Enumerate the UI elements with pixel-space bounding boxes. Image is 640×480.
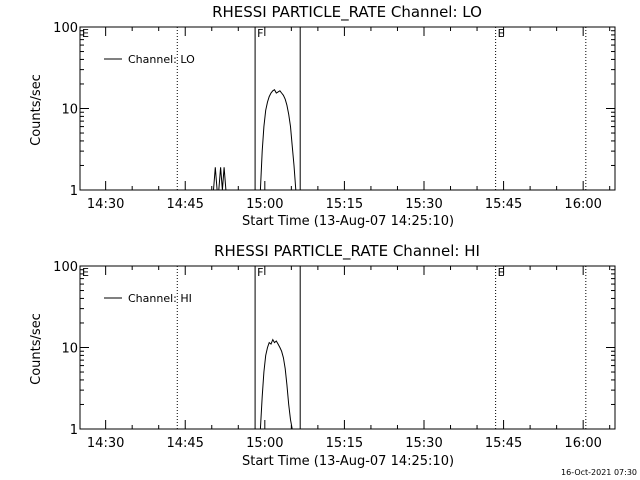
- x-axis-label: Start Time (13-Aug-07 14:25:10): [242, 454, 454, 469]
- chart-title: RHESSI PARTICLE_RATE Channel: HI: [214, 242, 480, 261]
- series-line: [213, 88, 297, 191]
- event-marker-label: E: [82, 266, 89, 279]
- event-marker-label: E: [498, 266, 505, 279]
- x-tick-label: 15:30: [405, 436, 442, 451]
- x-axis-label: Start Time (13-Aug-07 14:25:10): [242, 214, 454, 229]
- chart-title: RHESSI PARTICLE_RATE Channel: LO: [212, 3, 482, 22]
- y-tick-label: 10: [61, 342, 78, 357]
- x-tick-label: 15:00: [246, 436, 283, 451]
- y-tick-label: 1: [70, 423, 78, 438]
- plot-panel-hi: RHESSI PARTICLE_RATE Channel: HI 110100 …: [29, 242, 616, 469]
- series-line: [259, 338, 294, 430]
- y-tick-label: 100: [53, 260, 78, 275]
- y-axis-label: Counts/sec: [29, 313, 44, 385]
- event-marker-label: E: [498, 27, 505, 40]
- event-marker-label: F: [257, 27, 263, 40]
- x-tick-label: 14:30: [87, 436, 124, 451]
- plot-panel-lo: RHESSI PARTICLE_RATE Channel: LO 110100 …: [29, 3, 616, 229]
- series-lines: [259, 338, 294, 430]
- y-axis-label: Counts/sec: [29, 74, 44, 146]
- y-tick-label: 10: [61, 103, 78, 118]
- y-tick-label: 1: [70, 184, 78, 199]
- x-tick-label: 14:45: [166, 197, 203, 212]
- x-tick-label: 15:30: [405, 197, 442, 212]
- x-tick-label: 15:15: [326, 197, 363, 212]
- x-axis-ticks: 14:30 14:45 15:00 15:15 15:30 15:45 16:00: [87, 27, 611, 212]
- y-tick-label: 100: [53, 21, 78, 36]
- series-lines: [213, 88, 297, 191]
- x-tick-label: 15:15: [326, 436, 363, 451]
- y-axis-ticks: 1 10 100: [53, 260, 615, 438]
- x-tick-label: 16:00: [564, 197, 601, 212]
- plot-frame: [79, 26, 616, 191]
- event-lines: F EE: [82, 27, 587, 190]
- x-tick-label: 14:45: [166, 436, 203, 451]
- x-tick-label: 15:45: [485, 197, 522, 212]
- legend-entry: Channel: HI: [128, 292, 192, 305]
- legend: Channel: LO: [104, 53, 195, 66]
- x-tick-label: 14:30: [87, 197, 124, 212]
- event-marker-label: E: [82, 27, 89, 40]
- event-lines: F EE: [82, 266, 587, 429]
- y-axis-ticks: 1 10 100: [53, 21, 615, 199]
- event-marker-label: F: [257, 266, 263, 279]
- footer-timestamp: 16-Oct-2021 07:30: [561, 468, 637, 477]
- legend-entry: Channel: LO: [128, 53, 195, 66]
- x-tick-label: 16:00: [564, 436, 601, 451]
- plot-frame: [79, 265, 616, 430]
- x-axis-ticks: 14:30 14:45 15:00 15:15 15:30 15:45 16:00: [87, 266, 611, 451]
- x-tick-label: 15:45: [485, 436, 522, 451]
- legend: Channel: HI: [104, 292, 192, 305]
- x-tick-label: 15:00: [246, 197, 283, 212]
